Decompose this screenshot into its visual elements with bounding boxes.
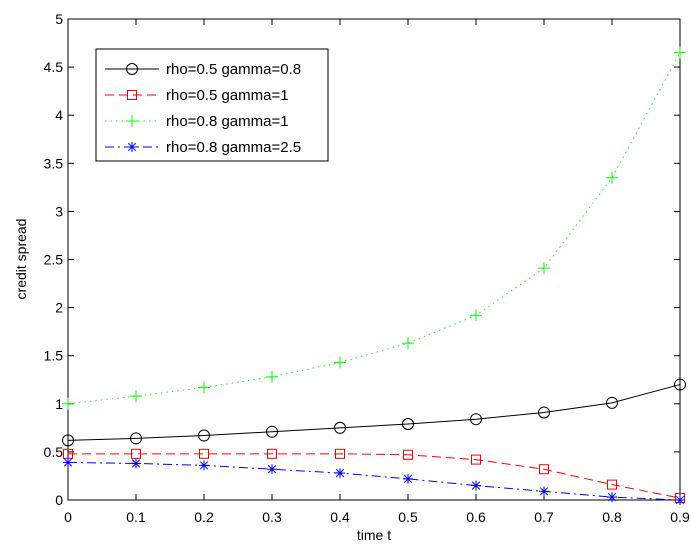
legend-box (95, 48, 329, 162)
data-point-series-1 (606, 396, 618, 409)
y-tick-label: 0 (55, 492, 63, 508)
data-point-series-1 (62, 434, 74, 447)
data-point-series-2 (403, 449, 413, 460)
series-line-2 (68, 453, 681, 499)
y-tick-label: 3 (55, 203, 63, 219)
legend-marker-1 (126, 63, 138, 75)
y-tick-label: 4.5 (44, 59, 64, 75)
data-point-series-3 (130, 390, 142, 403)
data-point-series-3 (674, 46, 686, 59)
x-tick-label: 0.9 (670, 509, 690, 525)
data-point-series-4 (675, 495, 685, 505)
data-point-series-2 (267, 448, 277, 459)
data-point-series-1 (470, 413, 482, 426)
data-point-series-1 (402, 418, 414, 431)
data-point-series-4 (267, 464, 277, 475)
legend-marker-3 (126, 115, 138, 127)
x-tick-label: 0.2 (194, 509, 214, 525)
data-point-series-1 (538, 406, 550, 419)
data-point-series-3 (606, 171, 618, 184)
data-point-series-4 (607, 492, 617, 503)
series-line-1 (67, 384, 681, 441)
series-markers (62, 46, 686, 505)
data-point-series-1 (130, 432, 142, 445)
x-tick-label: 0.7 (534, 509, 554, 525)
data-point-series-4 (471, 480, 481, 491)
data-point-series-2 (199, 448, 209, 459)
data-point-series-4 (539, 486, 549, 497)
data-point-series-3 (62, 397, 74, 410)
data-point-series-2 (335, 448, 345, 459)
x-tick-label: 0.6 (466, 509, 486, 525)
x-tick-label: 0.5 (398, 509, 418, 525)
data-point-series-4 (199, 460, 209, 471)
y-tick-label: 2 (55, 300, 63, 316)
data-point-series-1 (198, 429, 210, 442)
x-tick-label: 0.1 (126, 509, 146, 525)
y-tick-label: 3.5 (44, 155, 64, 171)
legend-marker-2 (127, 90, 137, 100)
legend-label-3: rho=0.8 gamma=1 (166, 113, 289, 130)
data-point-series-2 (131, 448, 141, 459)
axis-ticks: 0 0.1 0.2 0.3 0.4 0.5 0.6 0.7 0.8 0.9 0 0.5 1 1.5 2 2.5… (44, 11, 690, 525)
data-point-series-4 (63, 457, 73, 468)
legend-label-4: rho=0.8 gamma=2.5 (166, 139, 301, 156)
data-point-series-1 (266, 425, 278, 438)
data-point-series-2 (607, 479, 617, 490)
y-tick-label: 2.5 (44, 252, 64, 268)
x-tick-label: 0.4 (330, 509, 350, 525)
y-tick-label: 4 (55, 107, 63, 123)
data-point-series-2 (539, 464, 549, 475)
x-axis-title: time t (357, 527, 391, 543)
x-tick-label: 0 (64, 509, 72, 525)
y-axis-title: credit spread (13, 219, 29, 300)
legend-label-2: rho=0.5 gamma=1 (166, 87, 289, 104)
y-tick-label: 1.5 (44, 348, 64, 364)
data-point-series-1 (674, 378, 686, 391)
data-point-series-3 (266, 370, 278, 383)
data-point-series-3 (402, 337, 414, 350)
y-tick-label: 5 (55, 11, 63, 27)
series-line-4 (67, 461, 681, 501)
legend-marker-4 (127, 142, 137, 152)
y-tick-label: 0.5 (44, 444, 64, 460)
x-tick-label: 0.8 (602, 509, 622, 525)
data-point-series-4 (131, 458, 141, 469)
data-point-series-3 (198, 381, 210, 394)
y-tick-label: 1 (55, 396, 63, 412)
legend-label-1: rho=0.5 gamma=0.8 (166, 61, 301, 78)
data-point-series-4 (403, 473, 413, 484)
data-point-series-3 (470, 309, 482, 322)
series-lines (67, 52, 681, 501)
legend: rho=0.5 gamma=0.8 rho=0.5 gamma=1 rho=0.8 … (95, 48, 329, 162)
data-point-series-3 (538, 262, 550, 275)
data-point-series-3 (334, 356, 346, 369)
data-point-series-4 (335, 468, 345, 479)
data-point-series-2 (471, 454, 481, 465)
x-tick-label: 0.3 (262, 509, 282, 525)
data-point-series-1 (334, 421, 346, 434)
